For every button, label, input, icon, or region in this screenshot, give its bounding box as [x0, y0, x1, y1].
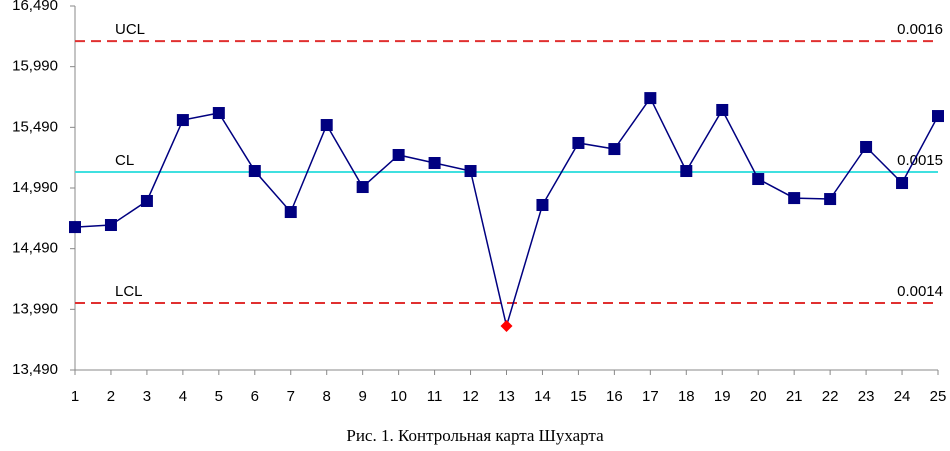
- data-point: [824, 193, 837, 206]
- data-point: [356, 181, 369, 194]
- x-tick-label: 24: [894, 388, 911, 405]
- x-tick-label: 8: [323, 388, 331, 405]
- reference-name: LCL: [115, 283, 143, 300]
- data-point: [788, 192, 801, 205]
- x-tick-label: 21: [786, 388, 803, 405]
- data-point: [104, 219, 117, 232]
- x-tick-label: 5: [215, 388, 223, 405]
- x-tick-label: 3: [143, 388, 151, 405]
- x-tick-label: 10: [390, 388, 407, 405]
- reference-name: UCL: [115, 21, 145, 38]
- out-of-control-point: [500, 319, 513, 332]
- data-point: [140, 194, 153, 207]
- data-point: [752, 173, 765, 186]
- data-point: [896, 177, 909, 190]
- series-line: [74, 96, 939, 329]
- x-tick-label: 19: [714, 388, 731, 405]
- data-point: [212, 107, 225, 120]
- x-tick-label: 2: [107, 388, 115, 405]
- data-point: [680, 165, 693, 178]
- data-point: [536, 198, 549, 211]
- x-tick-label: 6: [251, 388, 259, 405]
- reference-label: 0.0016: [897, 21, 943, 38]
- x-tick-label: 9: [358, 388, 366, 405]
- data-point: [69, 221, 81, 234]
- data-point: [392, 148, 405, 161]
- x-tick-label: 17: [642, 388, 659, 405]
- reference-label: 0.0015: [897, 152, 943, 169]
- y-tick-label: 15,990: [12, 58, 58, 75]
- x-tick-label: 16: [606, 388, 623, 405]
- y-tick-label: 15,490: [12, 118, 58, 135]
- data-point: [464, 165, 477, 178]
- data-point: [860, 140, 873, 153]
- data-point: [932, 110, 944, 123]
- x-tick-label: 12: [462, 388, 479, 405]
- data-point: [284, 206, 297, 219]
- data-point: [608, 143, 621, 156]
- x-tick-label: 13: [498, 388, 515, 405]
- data-point: [428, 157, 441, 170]
- x-tick-label: 4: [179, 388, 187, 405]
- x-tick-label: 23: [858, 388, 875, 405]
- y-tick-label: 14,990: [12, 179, 58, 196]
- x-tick-label: 7: [287, 388, 295, 405]
- x-tick-label: 14: [534, 388, 551, 405]
- y-tick-label: 16,490: [12, 0, 58, 14]
- x-tick-label: 22: [822, 388, 839, 405]
- caption: Рис. 1. Контрольная карта Шухарта: [346, 426, 604, 445]
- data-point: [320, 119, 333, 132]
- data-point: [644, 92, 657, 105]
- y-tick-label: 13,990: [12, 300, 58, 317]
- x-tick-label: 20: [750, 388, 767, 405]
- x-tick-label: 15: [570, 388, 587, 405]
- data-point: [716, 103, 729, 116]
- reference-name: CL: [115, 152, 134, 169]
- data-point: [572, 136, 585, 149]
- x-tick-label: 25: [930, 388, 947, 405]
- y-tick-label: 13,490: [12, 361, 58, 378]
- reference-label: 0.0014: [897, 283, 943, 300]
- data-point: [176, 114, 189, 127]
- x-tick-label: 1: [71, 388, 79, 405]
- x-tick-label: 18: [678, 388, 695, 405]
- y-tick-label: 14,490: [12, 240, 58, 257]
- data-point: [248, 165, 261, 178]
- x-tick-label: 11: [427, 388, 443, 405]
